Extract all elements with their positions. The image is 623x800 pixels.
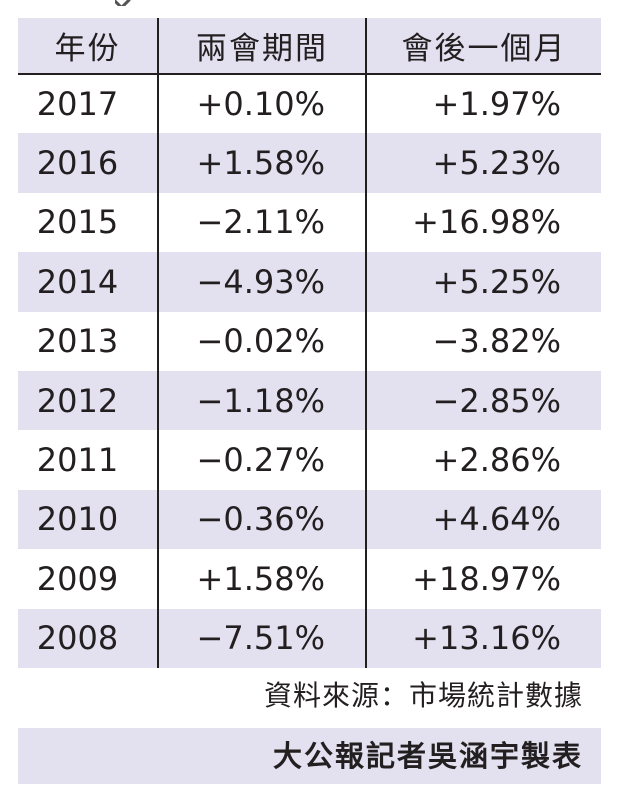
month-after-cell: +2.86% [365, 430, 601, 490]
header-during-sessions: 兩會期間 [157, 18, 366, 75]
table-row: 2016 +1.58% +5.23% [18, 133, 601, 193]
source-note: 資料來源：市場統計數據 [263, 679, 583, 712]
month-after-cell: +18.97% [365, 549, 601, 609]
during-sessions-cell: −1.18% [157, 370, 366, 431]
during-sessions-cell: −7.51% [157, 608, 366, 668]
table-row: 2014 −4.93% +5.25% [18, 252, 601, 312]
credit-text: 大公報記者吳涵宇製表 [272, 739, 583, 773]
year-cell: 2017 [36, 85, 119, 124]
month-after-cell: −3.82% [365, 311, 601, 371]
table-row: 2015 −2.11% +16.98% [18, 192, 601, 253]
month-after-cell: +5.25% [365, 252, 601, 312]
table-row: 2010 −0.36% +4.64% [18, 489, 601, 550]
year-cell: 2012 [36, 381, 119, 420]
data-table: 年份 兩會期間 會後一個月 2017 +0.10% +1.97% 2016 +1… [18, 18, 601, 668]
header-year: 年份 [18, 18, 158, 75]
during-sessions-cell: +1.58% [157, 133, 366, 193]
table-row: 2011 −0.27% +2.86% [18, 430, 601, 490]
table-row: 2017 +0.10% +1.97% [18, 74, 601, 134]
credit-bar: 大公報記者吳涵宇製表 [18, 728, 601, 784]
table-row: 2008 −7.51% +13.16% [18, 608, 601, 668]
table-row: 2012 −1.18% −2.85% [18, 370, 601, 431]
table-row: 2009 +1.58% +18.97% [18, 549, 601, 609]
cropped-glyph [115, 0, 131, 6]
table-row: 2013 −0.02% −3.82% [18, 311, 601, 371]
during-sessions-cell: +1.58% [157, 549, 366, 609]
during-sessions-cell: −0.02% [157, 311, 366, 371]
month-after-cell: +5.23% [365, 133, 601, 193]
header-month-after: 會後一個月 [365, 18, 601, 75]
table-body: 2017 +0.10% +1.97% 2016 +1.58% +5.23% 20… [18, 74, 601, 668]
during-sessions-cell: +0.10% [157, 74, 366, 134]
year-cell: 2014 [36, 262, 119, 301]
month-after-cell: +1.97% [365, 74, 601, 134]
year-cell: 2016 [36, 144, 119, 183]
during-sessions-cell: −0.36% [157, 489, 366, 550]
year-cell: 2008 [36, 619, 119, 658]
year-cell: 2011 [36, 441, 119, 480]
header-row: 年份 兩會期間 會後一個月 [18, 18, 601, 75]
month-after-cell: +4.64% [365, 489, 601, 550]
year-cell: 2009 [36, 559, 119, 598]
during-sessions-cell: −0.27% [157, 430, 366, 490]
month-after-cell: −2.85% [365, 370, 601, 431]
during-sessions-cell: −2.11% [157, 192, 366, 253]
year-cell: 2013 [36, 322, 119, 361]
cropped-top-edge [115, 0, 235, 6]
year-cell: 2015 [36, 203, 119, 242]
month-after-cell: +16.98% [365, 192, 601, 253]
during-sessions-cell: −4.93% [157, 252, 366, 312]
year-cell: 2010 [36, 500, 119, 539]
month-after-cell: +13.16% [365, 608, 601, 668]
